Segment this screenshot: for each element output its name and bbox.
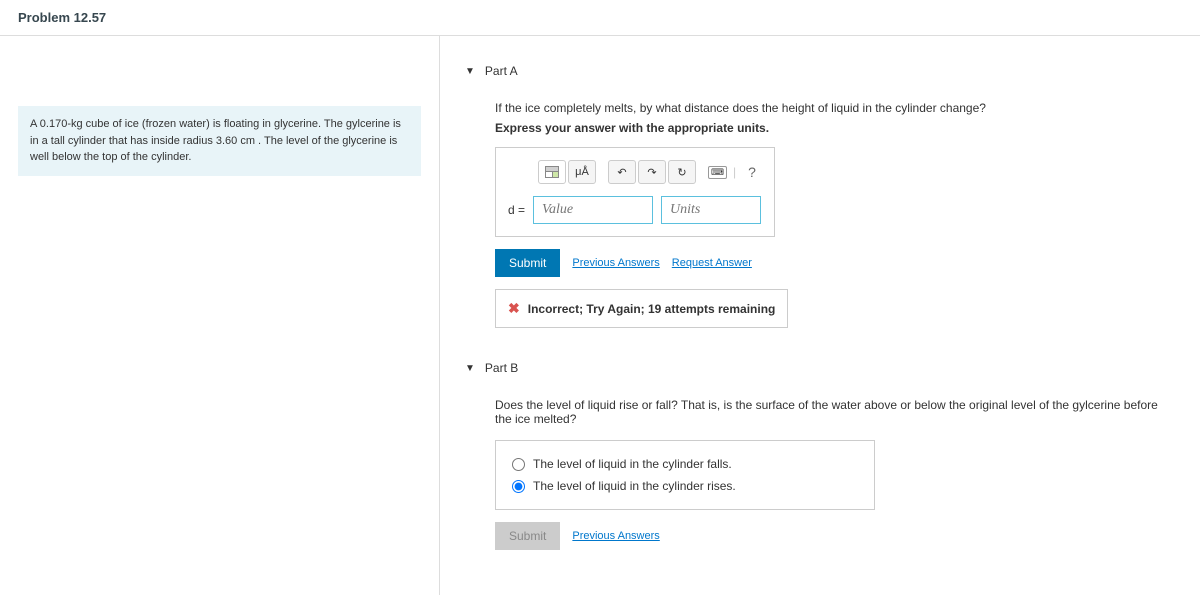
input-row: d = (508, 196, 762, 224)
problem-panel: A 0.170-kg cube of ice (frozen water) is… (0, 36, 440, 595)
toolbar-divider: | (729, 165, 740, 179)
part-a-header[interactable]: ▼ Part A (465, 56, 1175, 86)
caret-down-icon: ▼ (465, 363, 475, 374)
page-header: Problem 12.57 (0, 0, 1200, 36)
part-a-submit-row: Submit Previous Answers Request Answer (495, 249, 1175, 277)
keyboard-icon[interactable]: ⌨ (708, 166, 727, 179)
part-a-content: If the ice completely melts, by what dis… (465, 101, 1175, 328)
value-input[interactable] (533, 196, 653, 224)
radio-falls[interactable] (512, 458, 525, 471)
submit-button-disabled: Submit (495, 522, 560, 550)
answer-panel: ▼ Part A If the ice completely melts, by… (440, 36, 1200, 595)
reset-icon[interactable]: ↻ (668, 160, 696, 184)
fraction-tool-icon[interactable] (538, 160, 566, 184)
part-a-label: Part A (485, 64, 518, 78)
problem-title: Problem 12.57 (18, 10, 1182, 25)
variable-label: d = (508, 203, 525, 217)
part-b-label: Part B (485, 361, 518, 375)
part-b-submit-row: Submit Previous Answers (495, 522, 1175, 550)
part-b-header[interactable]: ▼ Part B (465, 353, 1175, 383)
part-b-content: Does the level of liquid rise or fall? T… (465, 398, 1175, 550)
part-a-question: If the ice completely melts, by what dis… (495, 101, 1175, 115)
mc-option-label: The level of liquid in the cylinder fall… (533, 457, 732, 471)
previous-answers-link[interactable]: Previous Answers (572, 257, 659, 269)
previous-answers-link[interactable]: Previous Answers (572, 530, 659, 542)
symbols-tool-icon[interactable]: μÅ (568, 160, 596, 184)
submit-button[interactable]: Submit (495, 249, 560, 277)
units-input[interactable] (661, 196, 761, 224)
feedback-text: Incorrect; Try Again; 19 attempts remain… (528, 302, 776, 316)
mc-option-falls[interactable]: The level of liquid in the cylinder fall… (512, 453, 858, 475)
multiple-choice-box: The level of liquid in the cylinder fall… (495, 440, 875, 510)
problem-statement: A 0.170-kg cube of ice (frozen water) is… (18, 106, 421, 176)
undo-icon[interactable]: ↶ (608, 160, 636, 184)
radio-rises[interactable] (512, 480, 525, 493)
mc-option-label: The level of liquid in the cylinder rise… (533, 479, 736, 493)
part-a-answer-box: μÅ ↶ ↷ ↻ ⌨ | ? d = (495, 147, 775, 237)
part-a-instruction: Express your answer with the appropriate… (495, 121, 1175, 135)
request-answer-link[interactable]: Request Answer (672, 257, 752, 269)
caret-down-icon: ▼ (465, 66, 475, 77)
mc-option-rises[interactable]: The level of liquid in the cylinder rise… (512, 475, 858, 497)
help-icon[interactable]: ? (742, 164, 762, 180)
feedback-box: ✖ Incorrect; Try Again; 19 attempts rema… (495, 289, 788, 328)
part-b-question: Does the level of liquid rise or fall? T… (495, 398, 1175, 426)
redo-icon[interactable]: ↷ (638, 160, 666, 184)
main-container: A 0.170-kg cube of ice (frozen water) is… (0, 36, 1200, 595)
equation-toolbar: μÅ ↶ ↷ ↻ ⌨ | ? (508, 160, 762, 184)
incorrect-icon: ✖ (508, 300, 520, 317)
